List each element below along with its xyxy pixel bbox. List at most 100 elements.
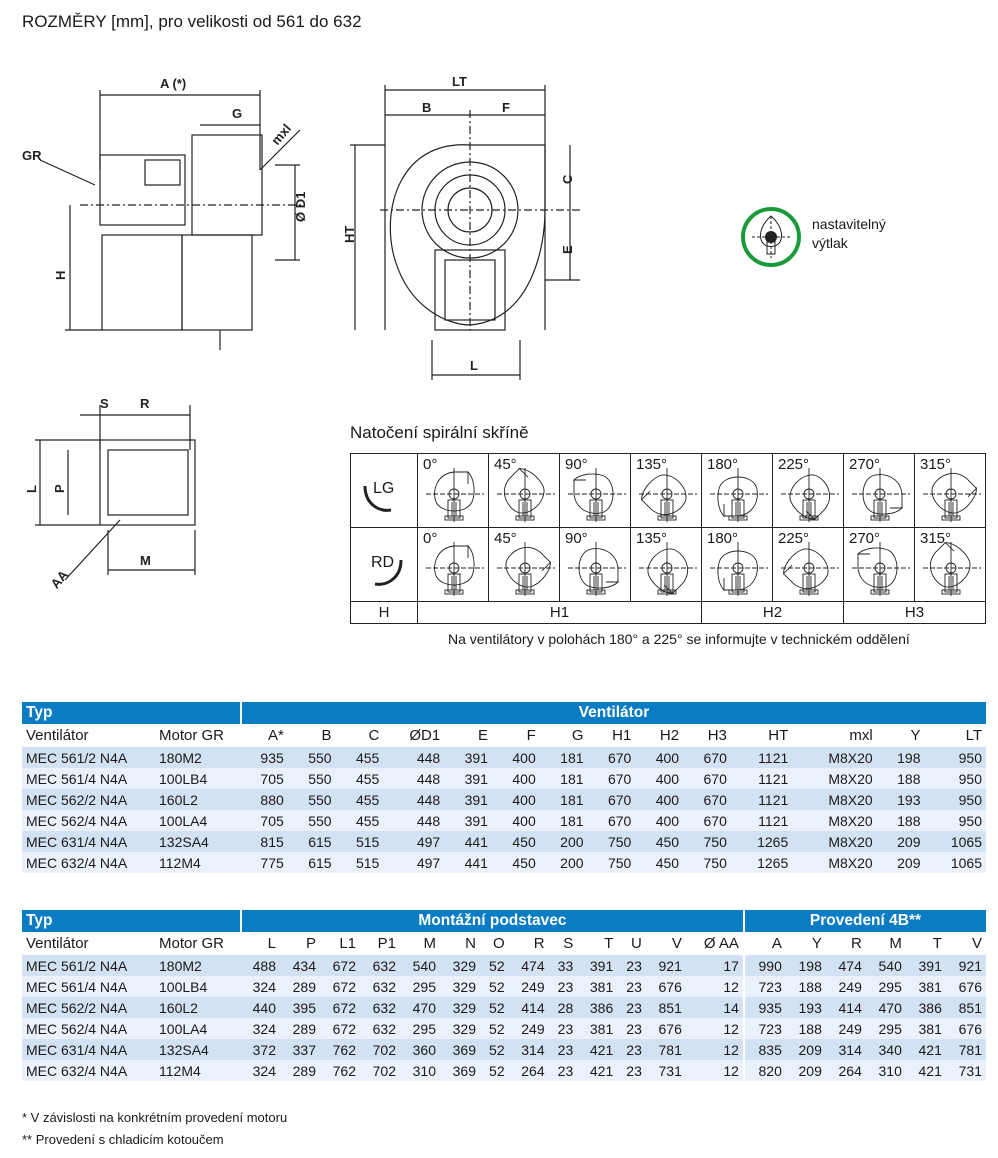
angle-label: 225° — [778, 456, 810, 473]
table-cell: 400 — [491, 810, 540, 831]
table-cell: 1121 — [730, 747, 793, 768]
table-cell: 209 — [876, 831, 925, 852]
table-cell: 414 — [825, 997, 866, 1018]
table-cell: 52 — [480, 1039, 509, 1060]
table-cell: 474 — [508, 955, 549, 976]
angle-label: 315° — [920, 530, 952, 547]
table-cell: 33 — [548, 955, 578, 976]
table-cell: 324 — [240, 976, 280, 997]
table-cell: 762 — [320, 1060, 360, 1081]
table-cell: 835 — [742, 1039, 786, 1060]
dim-label-c: C — [560, 174, 575, 184]
table-cell: 295 — [400, 976, 440, 997]
table-cell: 440 — [240, 997, 280, 1018]
table-cell: 329 — [440, 997, 480, 1018]
table-cell: 360 — [400, 1039, 440, 1060]
adjustable-outlet-label: nastavitelný výtlak — [812, 215, 886, 253]
dim-label-lt: LT — [452, 74, 467, 89]
group-header: Montážní podstavec — [240, 910, 743, 932]
column-header: T — [604, 935, 614, 952]
page-title: ROZMĚRY [mm], pro velikosti od 561 do 63… — [22, 12, 362, 31]
table-cell: 990 — [742, 955, 786, 976]
dim-label-base-l: L — [24, 485, 39, 493]
table-cell: 470 — [400, 997, 440, 1018]
table-cell: 209 — [876, 852, 925, 873]
table-cell: 515 — [335, 852, 384, 873]
column-header: M — [423, 935, 437, 952]
table-cell: 851 — [945, 997, 986, 1018]
table-cell: 455 — [335, 768, 384, 789]
table-cell: 52 — [480, 955, 509, 976]
table-cell: 200 — [539, 831, 588, 852]
table-cell: 1065 — [924, 831, 986, 852]
rotation-direction-cell: RD — [350, 527, 418, 602]
table-cell: 160L2 — [155, 789, 240, 810]
h-group-h1: H1 — [417, 601, 702, 624]
table-cell: 540 — [865, 955, 906, 976]
table-cell: 450 — [491, 852, 540, 873]
table-cell: 180M2 — [155, 955, 240, 976]
rotation-cell: 45° — [488, 527, 560, 602]
table-cell: 950 — [924, 768, 986, 789]
column-header: Ventilátor — [26, 727, 89, 744]
table-cell: 702 — [360, 1039, 400, 1060]
front-view-drawing: LT B F C E HT L — [342, 74, 580, 380]
table-cell: 181 — [539, 768, 588, 789]
table-cell: 550 — [287, 768, 336, 789]
column-header: Y — [811, 935, 822, 952]
h-group-h3: H3 — [843, 601, 986, 624]
table-cell: 450 — [635, 852, 684, 873]
dim-label-s: S — [100, 396, 109, 411]
table-cell: 193 — [785, 997, 826, 1018]
dim-label-g: G — [232, 106, 242, 121]
table-cell: 329 — [440, 955, 480, 976]
angle-label: 180° — [707, 456, 739, 473]
table-cell: 705 — [240, 810, 288, 831]
dim-label-l: L — [470, 358, 478, 373]
table-cell: 289 — [280, 976, 320, 997]
dim-label-p: P — [52, 484, 67, 493]
angle-label: 270° — [849, 530, 881, 547]
table-cell: 775 — [240, 852, 288, 873]
table-cell: 193 — [876, 789, 925, 810]
table-cell: 181 — [539, 810, 588, 831]
table-row: MEC 561/4 N4A 100LB4 324 289 672 632 295 329 52 2… — [22, 976, 986, 997]
table-cell: 188 — [876, 810, 925, 831]
table-cell: 935 — [240, 747, 288, 768]
adjustable-line1: nastavitelný — [812, 216, 886, 232]
table-cell: 12 — [685, 1018, 743, 1039]
rotation-cell: 315° — [914, 453, 986, 528]
table-row: MEC 562/4 N4A 100LA4 705 550 455 448 391 400 181… — [22, 810, 986, 831]
angle-label: 135° — [636, 456, 668, 473]
table-cell: 421 — [905, 1060, 946, 1081]
table-cell: M8X20 — [792, 852, 877, 873]
column-header: P — [305, 935, 316, 952]
rotation-cell: 180° — [701, 527, 773, 602]
table-cell: 676 — [645, 976, 686, 997]
table-cell: 448 — [383, 810, 445, 831]
table-cell: M8X20 — [792, 810, 877, 831]
table-cell: M8X20 — [792, 768, 877, 789]
rotation-table: LG 0° 45° 90° 135° 180° 225° — [350, 453, 986, 624]
table-cell: 497 — [383, 852, 445, 873]
table-cell: 180M2 — [155, 747, 240, 768]
group-header: Provedení 4B** — [742, 910, 986, 932]
table-row: MEC 561/2 N4A 180M2 935 550 455 448 391 400 181 6… — [22, 747, 986, 768]
table-cell: 550 — [287, 810, 336, 831]
table-cell: 615 — [287, 852, 336, 873]
rotation-note: Na ventilátory v polohách 180° a 225° se… — [448, 631, 910, 647]
column-header: U — [631, 935, 642, 952]
column-header: LT — [965, 727, 982, 744]
rotation-cell: 0° — [417, 453, 489, 528]
table-row: MEC 561/4 N4A 100LB4 705 550 455 448 391 400 181… — [22, 768, 986, 789]
column-header: Motor GR — [159, 935, 225, 952]
rotation-cell: 135° — [630, 453, 702, 528]
dim-label-h: H — [53, 271, 68, 280]
table-cell: 369 — [440, 1060, 480, 1081]
table-cell: 670 — [683, 768, 731, 789]
column-header: V — [971, 935, 982, 952]
table-cell: 421 — [577, 1039, 618, 1060]
table-cell: 324 — [240, 1060, 280, 1081]
table-cell: 448 — [383, 789, 445, 810]
table-cell: 132SA4 — [155, 831, 240, 852]
